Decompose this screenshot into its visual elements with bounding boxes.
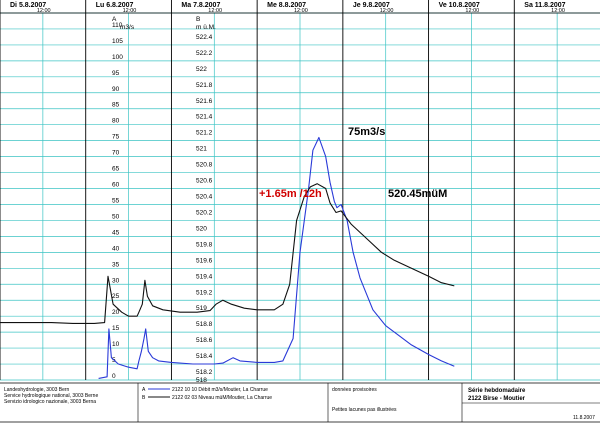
day-label: Je 9.8.2007 bbox=[353, 2, 390, 9]
axis-a-tick-label: 100 bbox=[112, 54, 123, 61]
axis-a-tick-label: 25 bbox=[112, 293, 120, 300]
axis-b-tick-label: 520.2 bbox=[196, 209, 213, 216]
axis-a-tick-label: 35 bbox=[112, 261, 120, 268]
axis-b-tick-label: 522.2 bbox=[196, 50, 213, 57]
day-label: Ma 7.8.2007 bbox=[181, 2, 220, 9]
axis-b-tick-label: 518.8 bbox=[196, 321, 213, 328]
axis-b-tick-label: 520.4 bbox=[196, 194, 213, 201]
footer-date: 11.8.2007 bbox=[573, 415, 595, 421]
day-time-label: 12:00 bbox=[294, 8, 308, 14]
axis-b-tick-label: 521.4 bbox=[196, 114, 213, 121]
footer-title-2: 2122 Birse - Moutier bbox=[468, 396, 526, 402]
axis-a-tick-label: 80 bbox=[112, 118, 120, 125]
axis-b-tick-label: 518.6 bbox=[196, 337, 213, 344]
day-label: Lu 6.8.2007 bbox=[96, 2, 134, 9]
axis-b-letter: B bbox=[196, 16, 200, 23]
axis-b-tick-label: 521 bbox=[196, 146, 207, 153]
axis-b-tick-label: 519.2 bbox=[196, 289, 213, 296]
axis-a-tick-label: 60 bbox=[112, 182, 120, 189]
axis-a-tick-label: 110 bbox=[112, 22, 123, 29]
axis-b-tick-label: 521.2 bbox=[196, 130, 213, 137]
series-level-line bbox=[0, 183, 455, 324]
axis-b-tick-label: 522.4 bbox=[196, 34, 213, 41]
footer-note-gaps: Petites lacunes pas illustrées bbox=[332, 407, 397, 413]
series-lines bbox=[0, 136, 455, 379]
axis-b-tick-label: 520.6 bbox=[196, 178, 213, 185]
footer-note-provisional: données provisoires bbox=[332, 387, 377, 393]
axis-a-tick-label: 15 bbox=[112, 325, 120, 332]
axis-b-tick-label: 521.8 bbox=[196, 82, 213, 89]
axis-a-tick-label: 50 bbox=[112, 213, 120, 220]
footer-title-1: Série hebdomadaire bbox=[468, 388, 526, 394]
axis-a-tick-label: 30 bbox=[112, 277, 120, 284]
axis-a-tick-label: 0 bbox=[112, 373, 116, 380]
axis-b-tick-label: 518.4 bbox=[196, 353, 213, 360]
axis-b-tick-label: 519 bbox=[196, 305, 207, 312]
day-time-label: 12:00 bbox=[465, 8, 479, 14]
axis-b-tick-label: 519.6 bbox=[196, 257, 213, 264]
axis-b-tick-label: 518.2 bbox=[196, 369, 213, 376]
footer-agency-it: Servizio idrologico nazionale, 3003 Bern… bbox=[4, 399, 96, 405]
day-time-label: 12:00 bbox=[380, 8, 394, 14]
legend-a-letter: A bbox=[142, 387, 146, 393]
legend-b-text: 2122 02 03 Niveau müM/Moutier, La Charru… bbox=[172, 395, 272, 401]
annotation-peak-discharge: 75m3/s bbox=[348, 126, 385, 138]
axis-a-tick-label: 105 bbox=[112, 38, 123, 45]
axis-b-ticks: Bm ü.M. 518.2 518.4 518.6 518.8 519 519.2 519.4… bbox=[196, 16, 216, 384]
axis-a-unit: m3/s bbox=[120, 24, 135, 31]
day-time-label: 12:00 bbox=[551, 8, 565, 14]
axis-a-tick-label: 20 bbox=[112, 309, 120, 316]
axis-a-tick-label: 75 bbox=[112, 134, 120, 141]
legend-b-letter: B bbox=[142, 395, 146, 401]
annotation-peak-level: 520.45müM bbox=[388, 188, 447, 200]
axis-a-tick-label: 65 bbox=[112, 166, 120, 173]
footer-agency-de: Landeshydrologie, 3003 Bern bbox=[4, 387, 70, 393]
axis-a-tick-label: 85 bbox=[112, 102, 120, 109]
series-discharge-line bbox=[98, 136, 455, 379]
axis-a-tick-label: 40 bbox=[112, 245, 120, 252]
grid bbox=[0, 0, 600, 381]
axis-a-tick-label: 90 bbox=[112, 86, 120, 93]
day-time-label: 12:00 bbox=[123, 8, 137, 14]
axis-b-tick-label: 520 bbox=[196, 225, 207, 232]
day-label: Sa 11.8.2007 bbox=[524, 2, 565, 9]
axis-b-unit: m ü.M. bbox=[196, 24, 216, 31]
axis-a-tick-label: 10 bbox=[112, 341, 120, 348]
day-time-label: 12:00 bbox=[208, 8, 222, 14]
day-label: Ve 10.8.2007 bbox=[439, 2, 480, 9]
axis-a-tick-label: 55 bbox=[112, 197, 120, 204]
footer-agency-fr: Service hydrologique national, 3003 Bern… bbox=[4, 393, 98, 399]
annotation-rise-rate: +1.65m /12h bbox=[259, 188, 322, 200]
axis-b-bottom-tick: 518 bbox=[196, 377, 207, 384]
day-label: Me 8.8.2007 bbox=[267, 2, 306, 9]
axis-a-letter: A bbox=[112, 16, 117, 23]
footer: Landeshydrologie, 3003 Bern Service hydr… bbox=[0, 382, 600, 423]
axis-b-tick-label: 520.8 bbox=[196, 162, 213, 169]
legend-a-text: 2122 10 10 Débit m3/s/Moutier, La Charru… bbox=[172, 387, 268, 393]
axis-b-tick-label: 519.8 bbox=[196, 241, 213, 248]
axis-a-tick-label: 95 bbox=[112, 70, 120, 77]
axis-b-tick-label: 522 bbox=[196, 66, 207, 73]
day-time-label: 12:00 bbox=[37, 8, 51, 14]
axis-b-tick-label: 519.4 bbox=[196, 273, 213, 280]
axis-a-tick-label: 70 bbox=[112, 150, 120, 157]
axis-a-tick-label: 45 bbox=[112, 229, 120, 236]
day-label: Di 5.8.2007 bbox=[10, 2, 46, 9]
axis-b-tick-label: 521.6 bbox=[196, 98, 213, 105]
